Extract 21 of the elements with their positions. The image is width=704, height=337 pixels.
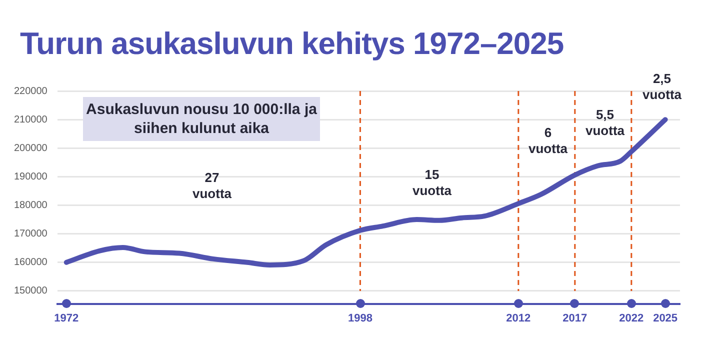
- annotation: 5,5 vuotta: [584, 107, 626, 139]
- y-tick-label: 190000: [14, 171, 48, 182]
- x-tick-label: 1972: [54, 312, 79, 324]
- x-tick-label: 2025: [653, 312, 678, 324]
- x-tick-label: 1998: [348, 312, 372, 324]
- y-tick-label: 200000: [14, 142, 48, 154]
- y-tick-label: 170000: [14, 228, 48, 240]
- chart-title: Turun asukasluvun kehitys 1972–2025: [20, 26, 564, 62]
- x-tick-label: 2017: [562, 312, 588, 324]
- annotation: 15 vuotta: [412, 167, 452, 199]
- y-tick-label: 150000: [14, 286, 48, 297]
- y-tick-label: 180000: [14, 200, 48, 212]
- annotation: 27 vuotta: [192, 170, 232, 202]
- y-tick-label: 210000: [14, 114, 48, 126]
- y-tick-label: 160000: [14, 257, 48, 268]
- annotation: 2,5 vuotta: [642, 71, 682, 103]
- annotation: 6 vuotta: [528, 125, 568, 156]
- x-tick-label: 2012: [506, 312, 531, 324]
- x-tick-label: 2022: [619, 312, 644, 324]
- annotation: Asukasluvun nousu 10 000:lla ja siihen kulunut aika: [83, 97, 320, 141]
- y-tick-label: 220000: [14, 86, 48, 97]
